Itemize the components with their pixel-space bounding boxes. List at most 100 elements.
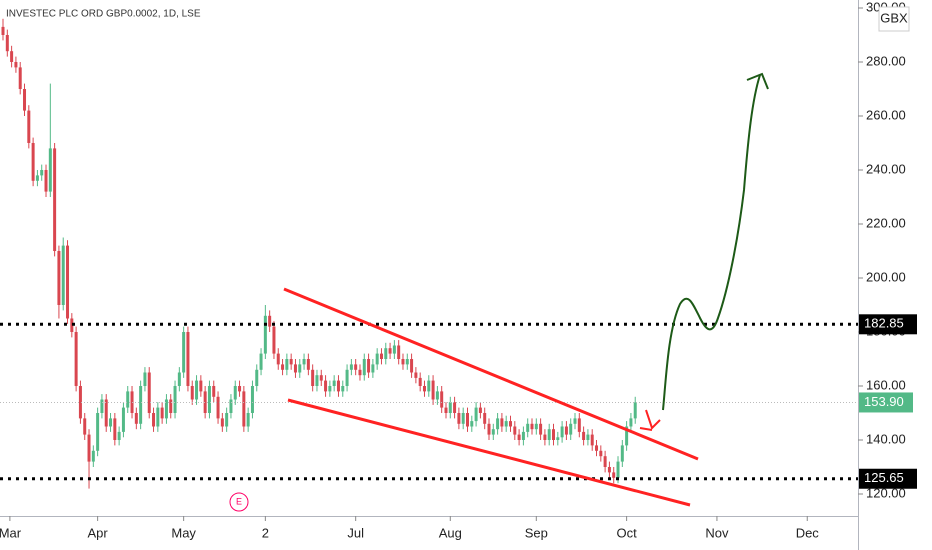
candle-body — [74, 331, 78, 386]
projection-arrowhead — [746, 72, 769, 90]
candle-body — [543, 434, 547, 440]
candle-body — [422, 385, 426, 392]
x-tick-label: Sep — [525, 525, 548, 540]
candle-body — [379, 353, 383, 359]
candle-body — [177, 372, 181, 386]
candle-body — [405, 358, 409, 365]
candle-body — [336, 380, 340, 392]
candle-body — [534, 423, 538, 430]
candle-body — [504, 421, 508, 427]
candle-body — [478, 407, 482, 413]
candle-body — [70, 318, 74, 332]
candle-body — [186, 331, 190, 386]
y-tick-label: 200.00 — [866, 269, 906, 284]
candle-body — [448, 402, 452, 413]
candle-body — [569, 423, 573, 435]
candle-body — [453, 402, 457, 413]
candle-body — [427, 380, 431, 392]
candle-body — [147, 372, 151, 413]
earnings-label[interactable]: E — [236, 496, 242, 506]
candle-body — [487, 423, 491, 435]
candle-body — [23, 88, 27, 111]
candle-body — [607, 466, 611, 473]
y-tick-label: 120.00 — [866, 485, 906, 500]
candle-body — [397, 345, 401, 359]
x-tick-label: 2 — [262, 525, 269, 540]
candle-body — [392, 345, 396, 354]
candle-body — [289, 358, 293, 365]
x-tick-label: Dec — [796, 525, 820, 540]
x-tick-label: Oct — [617, 525, 638, 540]
y-tick-label: 280.00 — [866, 53, 906, 68]
x-tick-label: Apr — [88, 525, 109, 540]
candle-body — [57, 250, 61, 305]
last-price-box — [859, 392, 913, 413]
candle-body — [272, 326, 276, 354]
candle-body — [83, 418, 87, 435]
candle-body — [418, 377, 422, 386]
candle-body — [573, 418, 577, 424]
candle-body — [31, 142, 35, 181]
x-tick-label: May — [171, 525, 196, 540]
candle-body — [556, 437, 560, 440]
candle-body — [461, 412, 465, 424]
earnings-icon[interactable] — [229, 492, 249, 512]
candle-body — [431, 380, 435, 400]
x-tick-label: Nov — [705, 525, 729, 540]
level-label-box — [859, 468, 917, 489]
candle-body — [457, 412, 461, 424]
candle-body — [156, 407, 160, 427]
candle-body — [625, 426, 629, 446]
x-tick-label: Jul — [347, 525, 364, 540]
trend-line-lower — [287, 398, 691, 507]
price-axis: 120.00140.00160.00180.00200.00220.00240.… — [0, 0, 917, 540]
candle-body — [87, 434, 91, 462]
candle-body — [435, 391, 439, 400]
candle-body — [203, 391, 207, 413]
candle-body — [195, 380, 199, 400]
candle-body — [586, 434, 590, 440]
candle-body — [246, 412, 250, 427]
candle-body — [444, 407, 448, 413]
candle-body — [332, 380, 336, 386]
candle-body — [40, 169, 44, 176]
candle-body — [121, 407, 125, 432]
candle-body — [595, 445, 599, 451]
candle-body — [582, 431, 586, 440]
candle-body — [491, 429, 495, 435]
candle-body — [225, 412, 229, 427]
candle-body — [306, 358, 310, 370]
candle-body — [263, 315, 267, 354]
candle-body — [349, 364, 353, 370]
candle-body — [564, 426, 568, 435]
candle-body — [259, 353, 263, 370]
candle-body — [281, 364, 285, 370]
drawings — [283, 72, 769, 507]
candle-body — [315, 375, 319, 386]
candle-body — [109, 418, 113, 427]
candle-body — [27, 110, 31, 143]
candle-body — [629, 418, 633, 427]
candle-body — [362, 358, 366, 376]
candle-body — [242, 391, 246, 427]
candle-body — [117, 431, 121, 440]
candle-body — [496, 418, 500, 430]
candle-body — [603, 456, 607, 467]
candle-body — [18, 67, 22, 89]
y-tick-label: 160.00 — [866, 377, 906, 392]
candle-body — [199, 380, 203, 392]
candle-body — [238, 385, 242, 392]
candle-body — [530, 423, 534, 430]
candle-body — [414, 372, 418, 378]
candle-body — [53, 148, 57, 251]
candle-body — [293, 364, 297, 373]
candle-body — [388, 348, 392, 354]
trend-line-upper — [283, 287, 699, 461]
candle-body — [1, 26, 5, 35]
candle-body — [160, 407, 164, 419]
candle-body — [233, 385, 237, 400]
candle-body — [48, 148, 52, 192]
candle-body — [371, 364, 375, 373]
candle-body — [250, 385, 254, 413]
